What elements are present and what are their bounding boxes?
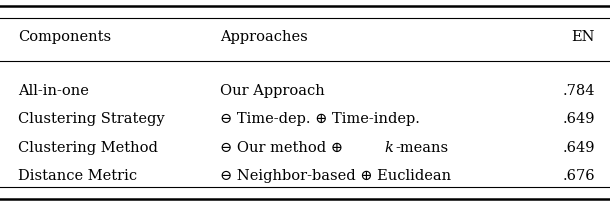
Text: ⊖ Time-dep. ⊕ Time-indep.: ⊖ Time-dep. ⊕ Time-indep. (220, 112, 420, 126)
Text: .649: .649 (562, 112, 595, 126)
Text: EN: EN (571, 30, 595, 44)
Text: All-in-one: All-in-one (18, 84, 89, 98)
Text: k: k (384, 141, 393, 155)
Text: ⊖ Our method ⊕: ⊖ Our method ⊕ (220, 141, 347, 155)
Text: -means: -means (396, 141, 449, 155)
Text: Our Approach: Our Approach (220, 84, 325, 98)
Text: ⊖ Neighbor-based ⊕ Euclidean: ⊖ Neighbor-based ⊕ Euclidean (220, 170, 451, 183)
Text: Distance Metric: Distance Metric (18, 170, 137, 183)
Text: .676: .676 (562, 170, 595, 183)
Text: Approaches: Approaches (220, 30, 307, 44)
Text: .649: .649 (562, 141, 595, 155)
Text: .784: .784 (562, 84, 595, 98)
Text: Clustering Method: Clustering Method (18, 141, 158, 155)
Text: Clustering Strategy: Clustering Strategy (18, 112, 165, 126)
Text: Components: Components (18, 30, 112, 44)
